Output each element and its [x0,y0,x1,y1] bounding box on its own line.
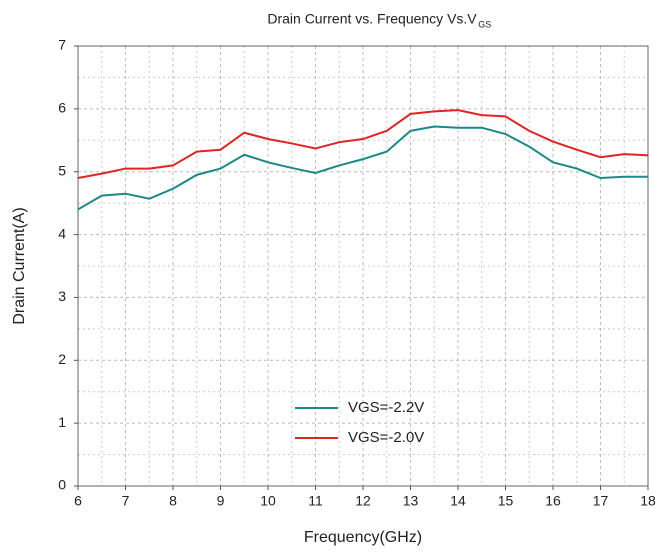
x-tick-label: 15 [498,493,514,509]
x-tick-label: 14 [450,493,466,509]
plot-frame [77,45,649,487]
y-axis-label: Drain Current(A) [11,207,28,324]
y-tick-label: 7 [58,37,66,53]
y-tick-label: 6 [58,100,66,116]
x-tick-label: 8 [169,493,177,509]
y-tick-label: 0 [58,477,66,493]
x-tick-label: 7 [122,493,130,509]
x-tick-label: 12 [355,493,371,509]
x-tick-label: 17 [593,493,609,509]
legend-label: VGS=-2.2V [348,399,424,416]
x-tick-label: 11 [308,493,323,509]
y-tick-label: 4 [58,225,66,241]
data-line [77,109,649,179]
x-tick-label: 10 [260,493,276,509]
legend-label: VGS=-2.0V [348,429,424,446]
x-tick-label: 16 [545,493,561,509]
data-line [77,125,648,211]
x-tick-label: 18 [640,493,656,509]
chart-title-subscript: GS [478,19,491,29]
x-tick-label: 6 [74,493,82,509]
x-axis-label: Frequency(GHz) [304,529,422,546]
chart-title: Drain Current vs. Frequency Vs.V [267,11,477,27]
x-tick-label: 13 [403,493,419,509]
y-tick-label: 2 [58,351,66,367]
y-tick-label: 3 [58,288,66,304]
x-tick-label: 9 [217,493,225,509]
y-tick-label: 5 [58,162,66,178]
y-tick-label: 1 [58,414,66,430]
